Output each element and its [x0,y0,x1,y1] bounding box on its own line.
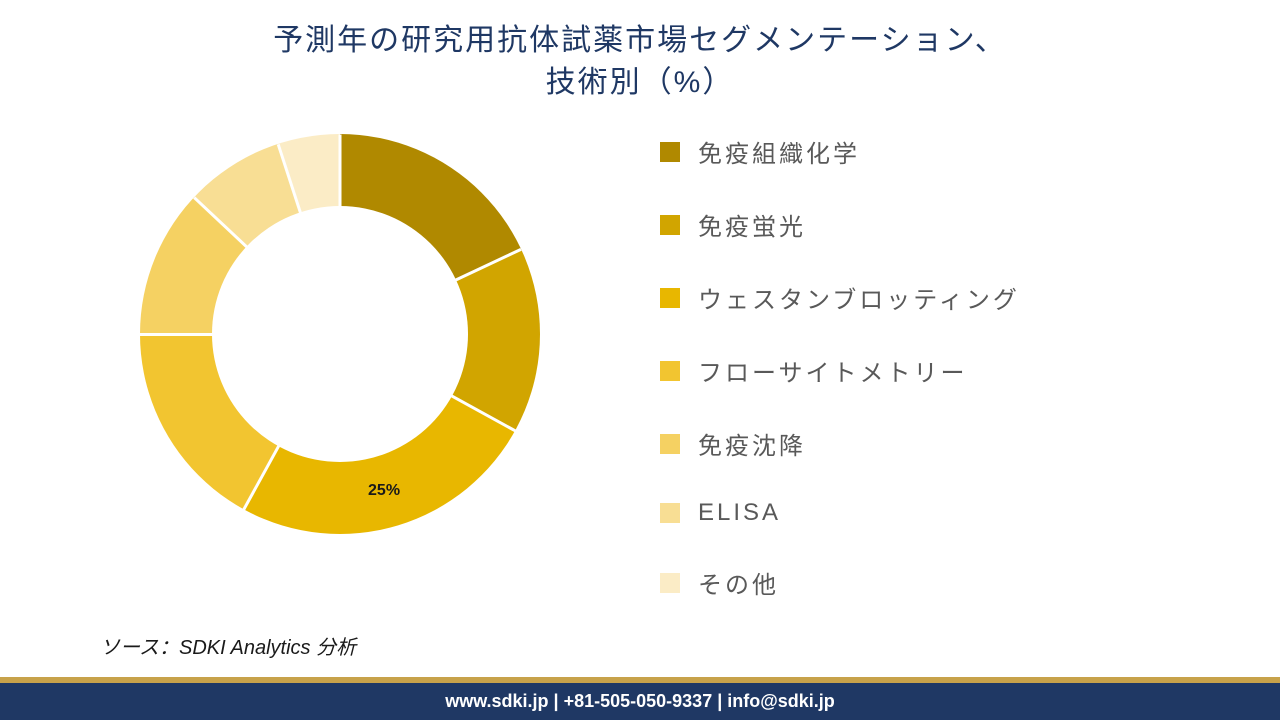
legend-label: 免疫沈降 [698,426,806,461]
legend-swatch [660,434,680,454]
legend-item: 免疫沈降 [660,426,1220,461]
slice-value-label: 25% [368,482,400,500]
legend-item: 免疫蛍光 [660,207,1220,242]
legend-swatch [660,573,680,593]
legend-label: 免疫組織化学 [698,134,860,169]
legend-swatch [660,503,680,523]
legend-item: その他 [660,565,1220,600]
legend-item: 免疫組織化学 [660,134,1220,169]
legend: 免疫組織化学免疫蛍光ウェスタンブロッティングフローサイトメトリー免疫沈降 ELIS… [620,124,1220,638]
legend-label: 免疫蛍光 [698,207,806,242]
legend-swatch [660,215,680,235]
legend-label: ELISA [698,499,781,527]
legend-swatch [660,288,680,308]
title-line-2: 技術別（%） [546,66,735,99]
legend-label: その他 [698,565,779,600]
source-label: ソース：SDKI Analytics 分析 [100,631,356,660]
slice-gap [140,333,340,336]
footer-text: www.sdki.jp | +81-505-050-9337 | info@sd… [445,691,835,711]
legend-item: ウェスタンブロッティング [660,280,1220,315]
legend-label: フローサイトメトリー [698,353,968,388]
legend-item: ELISA [660,499,1220,527]
content-row: 25% 免疫組織化学免疫蛍光ウェスタンブロッティングフローサイトメトリー免疫沈降… [0,104,1280,638]
title-line-1: 予測年の研究用抗体試薬市場セグメンテーション、 [273,24,1007,57]
footer-bar: www.sdki.jp | +81-505-050-9337 | info@sd… [0,677,1280,720]
legend-label: ウェスタンブロッティング [698,280,1020,315]
chart-title: 予測年の研究用抗体試薬市場セグメンテーション、 技術別（%） [0,0,1280,104]
legend-swatch [660,361,680,381]
chart-area: 25% [60,124,620,604]
legend-item: フローサイトメトリー [660,353,1220,388]
slice-gap [339,134,342,334]
legend-swatch [660,142,680,162]
donut-chart: 25% [140,134,540,534]
